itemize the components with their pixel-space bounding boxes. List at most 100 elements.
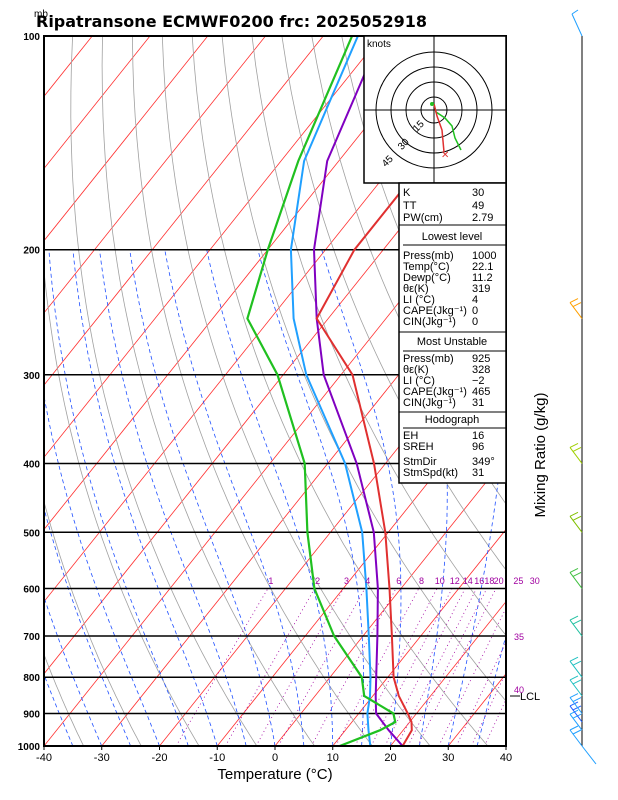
mu-value-li: −2 — [472, 375, 485, 387]
wind-barb — [569, 660, 583, 678]
mixing-ratio-line — [370, 588, 453, 746]
wind-barb-flag — [569, 656, 579, 662]
dry-adiabat — [44, 266, 200, 746]
moist-adiabat — [129, 249, 276, 746]
mu-value-press: 925 — [472, 353, 490, 365]
wind-barb-flag — [572, 515, 582, 521]
ll-value-cin: 0 — [472, 316, 478, 328]
lcl-label: LCL — [520, 691, 540, 703]
isotherm — [44, 36, 440, 531]
isotherm — [44, 36, 209, 242]
ll-value-temp: 22.1 — [472, 261, 493, 273]
ll-label-temp: Temp(°C) — [403, 261, 450, 273]
pressure-tick-label: 900 — [23, 710, 40, 721]
mu-value-cin: 31 — [472, 397, 484, 409]
hodograph-header: Hodograph — [425, 414, 479, 426]
moist-adiabat — [505, 744, 506, 746]
mixing-ratio-line — [384, 588, 466, 746]
pressure-tick-label: 500 — [23, 528, 40, 539]
dry-adiabat — [191, 36, 489, 746]
isotherm — [564, 36, 618, 746]
pressure-tick-label: 700 — [23, 632, 40, 643]
wind-barb — [569, 619, 583, 637]
ll-label-thetae: θε(K) — [403, 283, 429, 295]
lowest-level-header: Lowest level — [422, 231, 483, 243]
mu-label-li: LI (°C) — [403, 375, 435, 387]
hodo-value-stmdir: 349° — [472, 456, 495, 468]
wind-barb-flag — [569, 568, 579, 573]
mixing-ratio-label: 25 — [513, 576, 523, 586]
extra-profile-line — [289, 36, 372, 746]
pressure-tick-label: 600 — [23, 584, 40, 595]
mixing-ratio-line — [354, 588, 438, 746]
index-value-pw: 2.79 — [472, 212, 493, 224]
mixing-ratio-label: 6 — [396, 576, 401, 586]
mu-value-thetae: 328 — [472, 364, 490, 376]
wind-barb-flag — [571, 9, 579, 15]
hodo-value-sreh: 96 — [472, 441, 484, 453]
mixing-ratio-label: 20 — [494, 576, 504, 586]
mixing-ratio-axis-label: Mixing Ratio (g/kg) — [532, 392, 549, 517]
index-label-pw: PW(cm) — [403, 212, 443, 224]
mixing-ratio-label: 1 — [268, 576, 273, 586]
wind-barb-flag — [572, 572, 582, 577]
stats-panel: K 30 TT 49 PW(cm) 2.79 Lowest level Pres… — [398, 182, 507, 484]
dry-adiabat — [611, 36, 618, 746]
ll-value-press: 1000 — [472, 250, 496, 262]
index-label-tt: TT — [403, 200, 417, 212]
mixing-ratio-label: 35 — [514, 632, 524, 642]
wind-barb — [569, 515, 583, 533]
most-unstable-header: Most Unstable — [417, 336, 487, 348]
ll-label-li: LI (°C) — [403, 294, 435, 306]
moist-adiabat — [164, 249, 305, 746]
wind-barb-flag — [569, 693, 579, 698]
wind-barb-flag — [569, 709, 579, 715]
moist-adiabat — [44, 506, 131, 746]
pressure-tick-label: 400 — [23, 459, 40, 470]
temperature-tick-label: 30 — [442, 752, 454, 764]
wind-barb-flag — [572, 302, 582, 307]
wind-barb-flag — [569, 675, 579, 681]
mixing-ratio-line — [175, 588, 269, 746]
wind-barb-flag — [572, 679, 582, 685]
ll-value-dewp: 11.2 — [472, 272, 493, 284]
wind-barb-flag — [569, 725, 579, 731]
pressure-tick-label: 100 — [23, 32, 40, 43]
mu-label-press: Press(mb) — [403, 353, 454, 365]
mu-label-thetae: θε(K) — [403, 364, 429, 376]
chart-title: Ripatransone ECMWF0200 frc: 2025052918 — [36, 12, 427, 31]
mixing-ratio-label: 12 — [450, 576, 460, 586]
mu-label-cape: CAPE(Jkg⁻¹) — [403, 386, 467, 398]
pressure-tick-label: 800 — [23, 673, 40, 684]
lowest-level-section: Press(mb) 1000 Temp(°C) 22.1 Dewp(°C) 11… — [403, 250, 496, 328]
dry-adiabat — [581, 36, 618, 746]
dry-adiabat — [551, 36, 618, 746]
dry-adiabat — [44, 500, 142, 746]
hodograph-storm-marker: ✕ — [441, 150, 449, 161]
wind-barb-flag — [569, 701, 579, 707]
hodograph-trace-lower — [433, 103, 445, 153]
mixing-ratio-line — [311, 588, 397, 746]
dry-adiabat — [281, 36, 506, 571]
hodo-label-eh: EH — [403, 430, 418, 442]
hodo-label-sreh: SREH — [403, 441, 434, 453]
mixing-ratio-line — [471, 671, 506, 746]
mixing-ratio-label: 4 — [365, 576, 370, 586]
ll-value-thetae: 319 — [472, 283, 490, 295]
wind-barb-flag — [569, 443, 579, 448]
wind-barb — [569, 447, 583, 464]
ll-label-dewp: Dewp(°C) — [403, 272, 451, 284]
wind-barb-flag — [572, 697, 582, 702]
mixing-ratio-label: 18 — [484, 576, 494, 586]
temperature-tick-label: -20 — [152, 752, 168, 764]
dry-adiabat — [161, 36, 431, 746]
mixing-ratio-label: 2 — [315, 576, 320, 586]
mixing-ratio-line — [484, 698, 506, 746]
isotherm — [44, 36, 382, 458]
mixing-ratio-line — [407, 588, 488, 746]
isotherm — [101, 240, 506, 746]
isotherm — [44, 36, 151, 170]
x-axis-label: Temperature (°C) — [217, 766, 332, 783]
parcel-line — [312, 36, 404, 746]
